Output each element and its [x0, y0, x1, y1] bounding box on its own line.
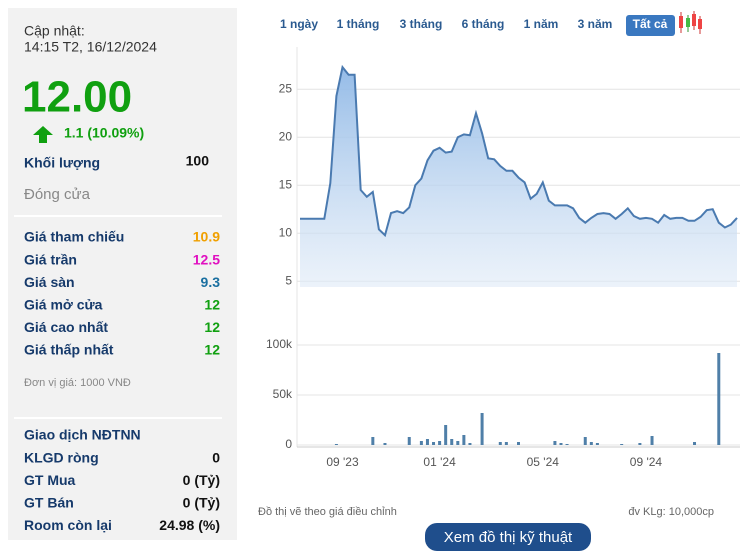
volume-bar — [638, 443, 642, 445]
last-price: 12.00 — [22, 73, 132, 122]
volume-bar — [693, 442, 697, 445]
price-value: 9.3 — [201, 274, 221, 290]
volume-bar — [444, 425, 448, 445]
volume-value: 100 — [186, 153, 210, 169]
y-tick-label: 15 — [279, 177, 293, 191]
volume-bar — [419, 441, 423, 445]
volume-bar — [456, 441, 460, 445]
candle-icon[interactable] — [679, 11, 702, 34]
volume-bar — [559, 443, 563, 445]
y-tick-label: 25 — [279, 81, 293, 95]
price-value: 12 — [204, 297, 220, 313]
unit-note: Đơn vị giá: 1000 VNĐ — [24, 377, 131, 389]
price-label: Giá trần — [24, 251, 77, 267]
foreign-table: KLGD ròng 0 GT Mua 0 (Tỷ) GT Bán 0 (Tỷ) Room c… — [24, 450, 220, 533]
updated-time: 14:15 T2, 16/12/2024 — [24, 39, 157, 55]
volume-bar — [650, 436, 654, 445]
foreign-value: 0 — [212, 450, 220, 466]
volume-bar — [383, 443, 387, 445]
foreign-label: GT Mua — [24, 472, 76, 488]
range-button[interactable]: Tất cả — [633, 17, 668, 31]
x-tick-label: 05 '24 — [527, 455, 560, 469]
price-label: Giá thấp nhất — [24, 342, 114, 358]
volume-bar — [432, 442, 436, 445]
price-label: Giá mở cửa — [24, 297, 103, 313]
volume-bar — [620, 444, 624, 445]
range-button[interactable]: 1 tháng — [337, 17, 380, 31]
y-tick-label: 5 — [285, 273, 292, 287]
range-button[interactable]: 3 tháng — [400, 17, 443, 31]
volume-bar — [498, 442, 502, 445]
price-value: 12.5 — [193, 251, 220, 267]
volume-bar — [595, 443, 599, 445]
volume-bar — [717, 353, 721, 445]
volume-bar — [517, 442, 520, 445]
y-tick-label: 0 — [285, 437, 292, 451]
volume-bar — [450, 439, 454, 445]
adjusted-note: Đồ thị vẽ theo giá điều chỉnh — [258, 506, 397, 518]
foreign-label: KLGD ròng — [24, 450, 99, 466]
volume-bar — [334, 444, 338, 445]
price-label: Giá tham chiếu — [24, 229, 124, 245]
volume-bar — [583, 437, 587, 445]
foreign-value: 0 (Tỷ) — [183, 495, 220, 511]
foreign-label: Room còn lại — [24, 517, 112, 533]
range-button[interactable]: 3 năm — [578, 17, 613, 31]
volume-bar — [565, 444, 569, 445]
range-button[interactable]: 1 năm — [524, 17, 559, 31]
volume-bar — [438, 441, 442, 445]
updated-label: Cập nhật: — [24, 23, 85, 39]
price-change: 1.1 (10.09%) — [64, 125, 144, 141]
volume-label: Khối lượng — [24, 155, 100, 171]
close-label: Đóng cửa — [24, 186, 91, 203]
active-range-bg — [626, 15, 675, 36]
volume-bar — [480, 413, 484, 445]
x-tick-label: 01 '24 — [423, 455, 456, 469]
volume-bar — [553, 441, 557, 445]
technical-chart-button-label[interactable]: Xem đồ thị kỹ thuật — [444, 529, 573, 546]
foreign-title: Giao dịch NĐTNN — [24, 427, 141, 443]
charts: 5 10 15 20 25 0 50k 100k 09 '23 01 '24 05 '24 09 '2… — [266, 64, 740, 469]
volume-bar — [462, 435, 466, 445]
foreign-value: 0 (Tỷ) — [183, 472, 220, 488]
y-tick-label: 50k — [273, 387, 293, 401]
price-label: Giá sàn — [24, 274, 75, 290]
volume-bar — [504, 442, 508, 445]
x-tick-label: 09 '23 — [326, 455, 359, 469]
volume-bar — [371, 437, 375, 445]
price-value: 10.9 — [193, 229, 220, 245]
quote-panel — [8, 8, 237, 540]
price-value: 12 — [204, 342, 220, 358]
range-button[interactable]: 1 ngày — [280, 17, 318, 31]
foreign-label: GT Bán — [24, 495, 74, 511]
y-tick-label: 100k — [266, 337, 293, 351]
price-area — [300, 67, 737, 287]
range-button[interactable]: 6 tháng — [462, 17, 505, 31]
x-tick-label: 09 '24 — [630, 455, 663, 469]
foreign-value: 24.98 (%) — [159, 517, 220, 533]
volume-unit-note: đv KLg: 10,000cp — [628, 506, 714, 518]
y-tick-label: 10 — [279, 225, 293, 239]
volume-bar — [407, 437, 411, 445]
y-tick-label: 20 — [279, 129, 293, 143]
technical-chart-button[interactable] — [425, 523, 591, 551]
price-table: Giá tham chiếu 10.9 Giá trần 12.5 Giá sàn 9.3… — [24, 229, 220, 358]
price-line — [300, 64, 738, 238]
price-value: 12 — [204, 319, 220, 335]
volume-bar — [589, 442, 593, 445]
volume-bar — [468, 443, 472, 445]
price-label: Giá cao nhất — [24, 319, 108, 335]
range-buttons: 1 ngày 1 tháng 3 tháng 6 tháng 1 năm 3 năm Tất… — [280, 17, 668, 31]
up-arrow — [33, 126, 53, 143]
volume-bar — [425, 439, 429, 445]
